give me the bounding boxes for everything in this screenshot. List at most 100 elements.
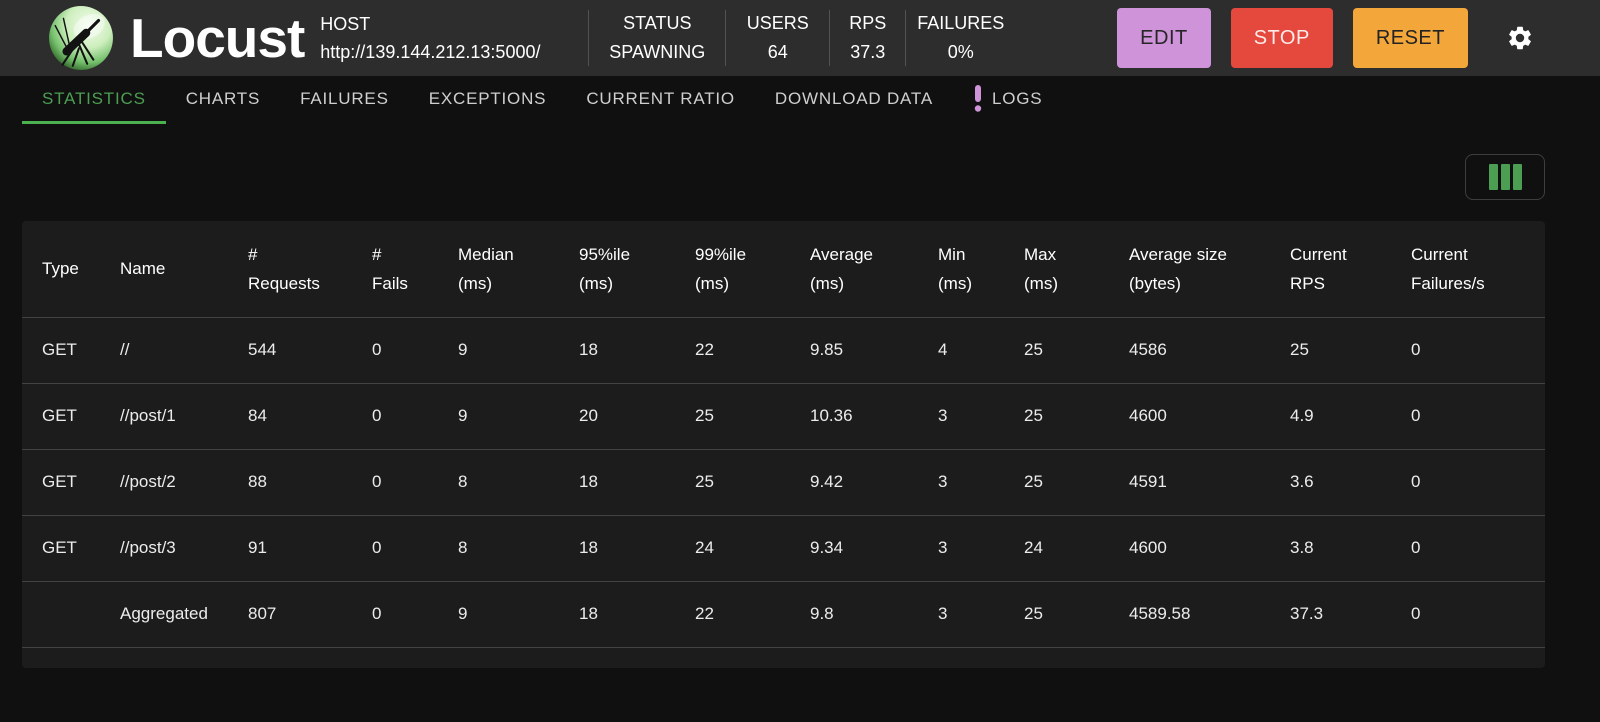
cell: 20	[559, 383, 675, 450]
cell: 18	[559, 317, 675, 384]
stop-button[interactable]: STOP	[1230, 8, 1333, 68]
tab-label: CURRENT RATIO	[586, 88, 735, 108]
host-url: http://139.144.212.13:5000/	[320, 41, 541, 62]
cell: 25	[1270, 317, 1391, 384]
table-row: GET//post/2 88 0 8 18 25 9.42 3 25 4591 3.6 0	[22, 449, 1545, 516]
column-header-95-ile-ms[interactable]: 95%ile (ms)	[559, 221, 675, 318]
cell: 25	[675, 383, 790, 450]
brand-title: Locust	[130, 6, 305, 69]
cell: 0	[352, 449, 438, 516]
stat-value: SPAWNING	[609, 42, 706, 62]
host-block: HOST http://139.144.212.13:5000/	[320, 14, 588, 63]
tab-download-data[interactable]: DOWNLOAD DATA	[755, 76, 953, 124]
stat-label: FAILURES	[917, 13, 1005, 33]
column-header-current-rps[interactable]: Current RPS	[1270, 221, 1391, 318]
cell: 3.6	[1270, 449, 1391, 516]
cell: 0	[1391, 317, 1545, 384]
table-toolbar	[22, 154, 1545, 200]
main-content: Type Name # Requests # Fails Median (ms) 95%ile(…	[0, 124, 1600, 668]
column-header-fails[interactable]: # Fails	[352, 221, 438, 318]
cell: 18	[559, 581, 675, 648]
tab-label: EXCEPTIONS	[428, 88, 547, 108]
tab-charts[interactable]: CHARTS	[166, 76, 280, 124]
cell: 24	[1004, 515, 1109, 582]
table-header-row: Type Name # Requests # Fails Median (ms) 95%ile(…	[22, 221, 1545, 318]
cell: 0	[1391, 581, 1545, 648]
tab-current-ratio[interactable]: CURRENT RATIO	[566, 76, 755, 124]
cell: 18	[559, 449, 675, 516]
cell: //post/1	[100, 383, 228, 450]
table-body: GET//544 0 9 18 22 9.85 4 25 4586 25 0 GET//post/1 8…	[22, 317, 1545, 648]
header-stat-users: USERS 64	[725, 10, 829, 66]
column-header-current-failures-s[interactable]: Current Failures/s	[1391, 221, 1545, 318]
cell: 25	[1004, 317, 1109, 384]
cell: 4586	[1109, 317, 1270, 384]
statistics-table: Type Name # Requests # Fails Median (ms) 95%ile(…	[22, 221, 1545, 648]
cell: 9	[438, 383, 559, 450]
cell: 3	[918, 449, 1004, 516]
cell: 4.9	[1270, 383, 1391, 450]
cell: 9	[438, 581, 559, 648]
tab-failures[interactable]: FAILURES	[280, 76, 409, 124]
column-header-name[interactable]: Name	[100, 221, 228, 318]
column-header-max-ms[interactable]: Max (ms)	[1004, 221, 1109, 318]
tab-logs[interactable]: LOGS	[953, 76, 1062, 124]
column-header-type[interactable]: Type	[22, 221, 100, 318]
cell: 91	[228, 515, 352, 582]
stat-label: STATUS	[623, 13, 692, 33]
settings-button[interactable]	[1506, 24, 1534, 52]
cell: 4600	[1109, 515, 1270, 582]
table-row: GET//post/1 84 0 9 20 25 10.36 3 25 4600 4.9 0	[22, 383, 1545, 450]
cell: GET	[22, 515, 100, 582]
cell: Aggregated	[100, 581, 228, 648]
cell: 8	[438, 449, 559, 516]
exclamation-icon	[974, 85, 982, 112]
cell: 0	[1391, 383, 1545, 450]
stat-value: 64	[767, 42, 788, 62]
host-label: HOST	[320, 13, 371, 34]
tab-statistics[interactable]: STATISTICS	[22, 76, 166, 124]
cell: 0	[1391, 515, 1545, 582]
cell: 544	[228, 317, 352, 384]
column-header-median-ms[interactable]: Median (ms)	[438, 221, 559, 318]
stat-label: RPS	[849, 13, 887, 33]
cell: 9.42	[790, 449, 918, 516]
cell: 9.34	[790, 515, 918, 582]
cell: GET	[22, 449, 100, 516]
app-header: Locust HOST http://139.144.212.13:5000/ …	[0, 0, 1600, 76]
cell: 22	[675, 581, 790, 648]
header-stat-status: STATUS SPAWNING	[588, 10, 725, 66]
tab-bar: STATISTICS CHARTS FAILURES EXCEPTIONS CURREN…	[0, 76, 1600, 124]
cell: 0	[352, 581, 438, 648]
column-header-99-ile-ms[interactable]: 99%ile (ms)	[675, 221, 790, 318]
header-stat-failures: FAILURES 0%	[905, 10, 1015, 66]
cell: 9.8	[790, 581, 918, 648]
cell: GET	[22, 317, 100, 384]
column-header-average-size-bytes[interactable]: Average size (bytes)	[1109, 221, 1270, 318]
edit-button[interactable]: EDIT	[1117, 8, 1211, 68]
column-header-min-ms[interactable]: Min (ms)	[918, 221, 1004, 318]
cell: 9	[438, 317, 559, 384]
cell: 88	[228, 449, 352, 516]
column-header-requests[interactable]: # Requests	[228, 221, 352, 318]
stat-label: USERS	[746, 13, 809, 33]
column-header-average-ms[interactable]: Average (ms)	[790, 221, 918, 318]
cell: //post/3	[100, 515, 228, 582]
header-buttons: EDIT STOP RESET	[1117, 8, 1468, 68]
stat-value: 37.3	[850, 42, 886, 62]
cell: 24	[675, 515, 790, 582]
cell: 3	[918, 383, 1004, 450]
tab-label: CHARTS	[185, 88, 261, 108]
table-row: GET//post/3 91 0 8 18 24 9.34 3 24 4600 3.8 0	[22, 515, 1545, 582]
cell: 0	[352, 317, 438, 384]
locust-logo-icon	[49, 6, 113, 70]
cell: 25	[1004, 449, 1109, 516]
reset-button[interactable]: RESET	[1352, 8, 1468, 68]
table-row: GET//544 0 9 18 22 9.85 4 25 4586 25 0	[22, 317, 1545, 384]
cell: //post/2	[100, 449, 228, 516]
header-stats: STATUS SPAWNING USERS 64 RPS 37.3 FAILURES 0%	[588, 10, 1015, 66]
cell: GET	[22, 383, 100, 450]
column-selector-button[interactable]	[1465, 154, 1545, 200]
tab-exceptions[interactable]: EXCEPTIONS	[409, 76, 567, 124]
cell: 3	[918, 515, 1004, 582]
